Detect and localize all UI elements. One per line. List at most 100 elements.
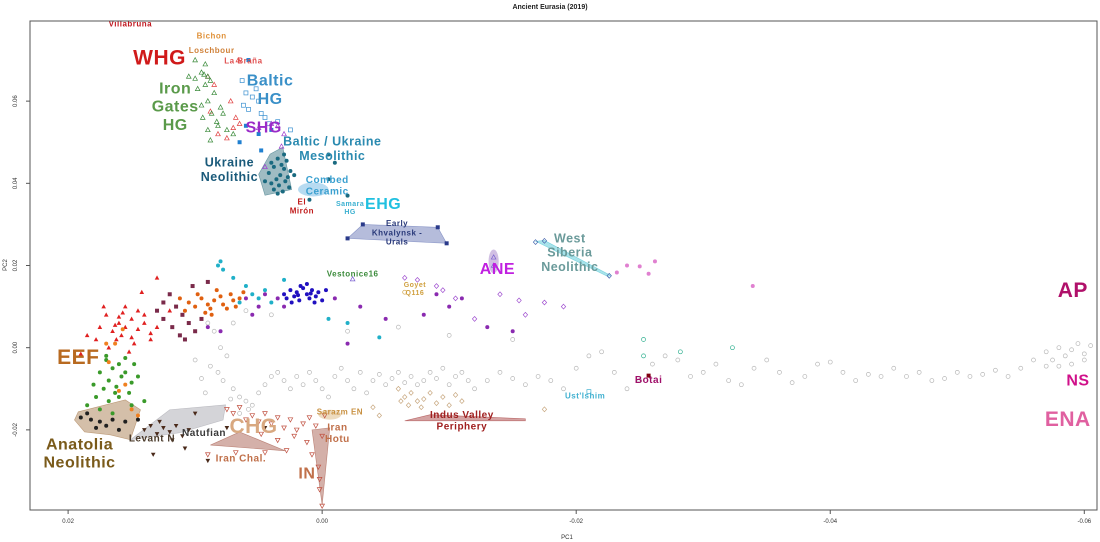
data-point bbox=[408, 389, 414, 396]
data-point bbox=[459, 398, 465, 405]
data-point bbox=[167, 292, 172, 297]
group-label-line: Goyet bbox=[404, 282, 427, 289]
data-point bbox=[1069, 347, 1074, 353]
data-point bbox=[313, 378, 319, 383]
data-point bbox=[730, 345, 735, 351]
data-point bbox=[370, 404, 376, 411]
data-point bbox=[326, 177, 331, 182]
data-point bbox=[599, 349, 604, 355]
data-point bbox=[510, 376, 516, 381]
data-point bbox=[127, 390, 132, 395]
data-point bbox=[282, 292, 287, 297]
data-point bbox=[116, 388, 121, 393]
data-point bbox=[215, 130, 221, 137]
data-point bbox=[192, 75, 199, 81]
data-point bbox=[120, 310, 126, 315]
data-point bbox=[198, 102, 205, 108]
group-label-line: West bbox=[554, 231, 586, 245]
group-label: Baltic / Ukraine Mesolithic bbox=[283, 135, 381, 163]
data-point bbox=[364, 390, 369, 396]
data-point bbox=[148, 423, 153, 429]
data-point bbox=[237, 300, 242, 305]
data-point bbox=[1056, 345, 1062, 351]
data-point bbox=[207, 137, 214, 143]
data-point bbox=[281, 425, 287, 431]
data-point bbox=[916, 369, 922, 375]
group-label-line: Q116 bbox=[406, 290, 425, 297]
data-point bbox=[395, 385, 402, 392]
data-point bbox=[561, 386, 566, 392]
data-point bbox=[490, 262, 497, 268]
data-point bbox=[190, 284, 195, 289]
data-point bbox=[446, 402, 452, 409]
data-point bbox=[123, 370, 128, 375]
data-point bbox=[313, 294, 318, 299]
data-point bbox=[321, 413, 328, 419]
data-point bbox=[281, 130, 287, 137]
data-point bbox=[349, 275, 356, 282]
data-point bbox=[204, 126, 211, 133]
data-point bbox=[269, 300, 274, 305]
group-label-line: Siberia bbox=[547, 246, 593, 260]
data-point bbox=[415, 382, 420, 388]
data-point bbox=[224, 353, 230, 359]
data-point bbox=[104, 423, 109, 428]
data-point bbox=[207, 77, 214, 83]
data-point bbox=[1081, 357, 1087, 363]
data-point bbox=[650, 361, 655, 367]
data-point bbox=[114, 384, 119, 389]
data-point bbox=[186, 428, 192, 433]
group-label-line: Bichon bbox=[197, 32, 227, 41]
data-point bbox=[135, 413, 140, 418]
data-point bbox=[142, 312, 147, 317]
data-point bbox=[85, 403, 90, 408]
data-point bbox=[208, 110, 215, 116]
data-point bbox=[278, 143, 285, 149]
data-point bbox=[213, 118, 220, 124]
data-point bbox=[255, 419, 262, 425]
data-point bbox=[262, 288, 267, 293]
data-point bbox=[402, 394, 408, 400]
data-point bbox=[516, 297, 522, 304]
data-point bbox=[243, 398, 249, 404]
data-point bbox=[230, 130, 237, 137]
data-point bbox=[440, 394, 446, 400]
data-point bbox=[268, 421, 275, 427]
data-point bbox=[750, 284, 755, 289]
group-label: Combed Ceramic bbox=[306, 175, 349, 198]
group-label-line: Early bbox=[386, 219, 408, 228]
data-point bbox=[262, 179, 267, 184]
data-point bbox=[279, 162, 284, 167]
data-point bbox=[345, 328, 350, 334]
data-point bbox=[193, 329, 198, 334]
data-point bbox=[452, 295, 459, 302]
data-point bbox=[129, 403, 134, 408]
group-regions bbox=[74, 146, 612, 506]
group-label-line: Ukraine bbox=[205, 156, 254, 170]
group-label-line: Combed bbox=[306, 175, 349, 186]
data-point bbox=[205, 279, 210, 284]
data-point bbox=[288, 168, 293, 173]
data-point bbox=[218, 259, 223, 264]
data-point bbox=[298, 284, 303, 289]
data-point bbox=[316, 290, 321, 295]
data-point bbox=[304, 440, 310, 446]
data-point bbox=[293, 427, 300, 433]
data-point bbox=[202, 81, 209, 87]
data-point bbox=[308, 291, 313, 296]
group-hull bbox=[534, 240, 612, 277]
data-point bbox=[228, 396, 234, 402]
group-label: Loschbour bbox=[189, 46, 235, 55]
data-point bbox=[155, 308, 160, 313]
data-point bbox=[103, 312, 109, 317]
group-label-line: EEF bbox=[57, 346, 99, 369]
data-point bbox=[288, 386, 293, 392]
data-point bbox=[249, 94, 255, 100]
group-label-line: Urals bbox=[386, 238, 409, 247]
data-point bbox=[440, 365, 446, 371]
data-point bbox=[625, 263, 630, 268]
group-label-line: Mirón bbox=[290, 207, 314, 216]
data-point bbox=[383, 316, 388, 321]
data-point bbox=[84, 332, 90, 338]
data-point bbox=[120, 327, 125, 332]
